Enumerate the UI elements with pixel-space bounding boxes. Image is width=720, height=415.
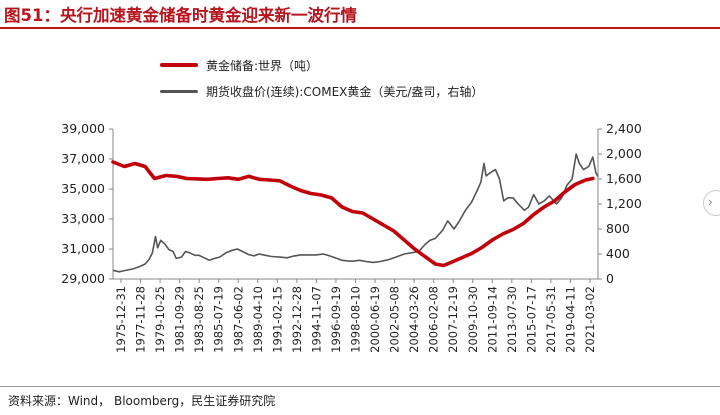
- x-tick-label: 1992-12-28: [290, 286, 304, 353]
- x-tick-label: 2006-02-08: [427, 286, 441, 353]
- x-tick-label: 2017-05-31: [544, 286, 558, 353]
- series-line-gold-reserves: [111, 160, 595, 268]
- legend-item-reserves: 黄金储备:世界（吨）: [160, 52, 483, 78]
- y-right-tick-label: 1,200: [606, 196, 642, 211]
- chart-title: 图51：央行加速黄金储备时黄金迎来新一波行情: [4, 6, 357, 25]
- title-rule: [0, 27, 720, 29]
- x-tick-label: 2021-03-02: [583, 286, 597, 353]
- legend: 黄金储备:世界（吨） 期货收盘价(连续):COMEX黄金（美元/盎司，右轴）: [160, 52, 483, 104]
- x-tick-label: 1996-09-19: [329, 286, 343, 353]
- x-tick-label: 1981-09-29: [173, 286, 187, 353]
- legend-label-price: 期货收盘价(连续):COMEX黄金（美元/盎司，右轴）: [206, 84, 484, 99]
- chevron-right-icon: ›: [708, 195, 713, 209]
- x-tick-label: 2000-06-19: [368, 286, 382, 353]
- y-right-tick-label: 0: [606, 271, 614, 286]
- x-tick-label: 1985-07-19: [212, 286, 226, 353]
- y-right-tick-label: 400: [606, 246, 630, 261]
- x-tick-label: 1991-02-15: [270, 286, 284, 353]
- x-tick-label: 1994-11-07: [309, 286, 323, 353]
- x-tick-label: 2011-09-14: [485, 286, 499, 353]
- x-tick-label: 2013-07-30: [505, 286, 519, 353]
- legend-label-reserves: 黄金储备:世界（吨）: [206, 58, 319, 73]
- y-left-tick-label: 39,000: [61, 121, 105, 136]
- y-left-tick-label: 35,000: [61, 181, 105, 196]
- x-tick-label: 1975-12-31: [114, 286, 128, 353]
- x-tick-label: 2002-05-08: [388, 286, 402, 353]
- x-tick-label: 2009-10-30: [466, 286, 480, 353]
- x-tick-label: 2019-04-11: [563, 286, 577, 353]
- x-tick-label: 1983-08-25: [192, 286, 206, 353]
- y-left-tick-label: 37,000: [61, 151, 105, 166]
- y-right-tick-label: 1,600: [606, 171, 642, 186]
- legend-swatch-price: [160, 89, 198, 93]
- legend-item-price: 期货收盘价(连续):COMEX黄金（美元/盎司，右轴）: [160, 78, 483, 104]
- chart-area: 29,000 31,000 33,000 35,000 37,000 39,000 0 400…: [61, 121, 642, 353]
- y-left-tick-label: 29,000: [61, 271, 105, 286]
- source-note: 资料来源：Wind， Bloomberg，民生证券研究院: [8, 394, 276, 408]
- scroll-right-button[interactable]: [703, 190, 720, 216]
- series-line-gold-price: [112, 153, 599, 273]
- legend-swatch-reserves: [160, 63, 198, 67]
- footer-rule: [0, 386, 720, 387]
- x-tick-label: 2004-03-26: [407, 286, 421, 353]
- title-bar: 图51：央行加速黄金储备时黄金迎来新一波行情: [0, 0, 720, 29]
- y-right-tick-label: 2,000: [606, 146, 642, 161]
- y-right-tick-label: 2,400: [606, 121, 642, 136]
- x-tick-label: 2015-07-17: [524, 286, 538, 353]
- y-right-tick-label: 800: [606, 221, 630, 236]
- y-left-tick-label: 33,000: [61, 211, 105, 226]
- x-tick-label: 2007-12-19: [446, 286, 460, 353]
- x-tick-label: 1977-11-28: [134, 286, 148, 353]
- x-tick-label: 1979-10-25: [153, 286, 167, 353]
- y-left-tick-label: 31,000: [61, 241, 105, 256]
- x-tick-label: 1989-04-10: [251, 286, 265, 353]
- x-tick-label: 1987-06-02: [231, 286, 245, 353]
- x-tick-label: 1998-08-10: [349, 286, 363, 353]
